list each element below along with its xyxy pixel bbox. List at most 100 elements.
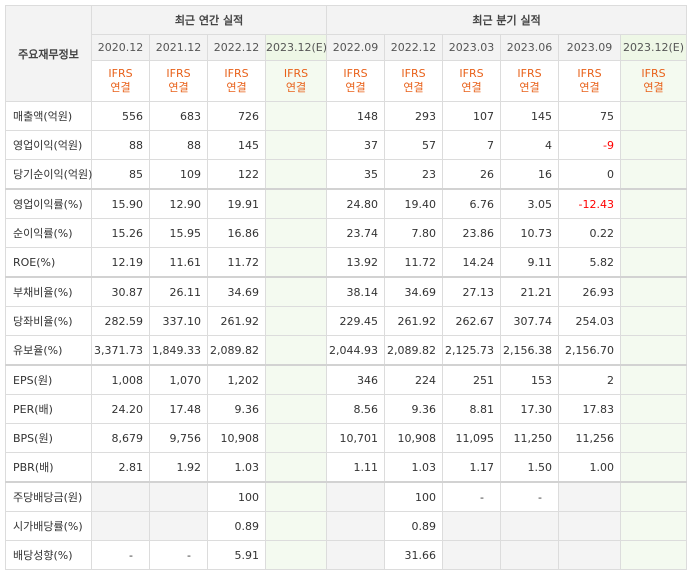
- row-label: 시가배당률(%): [5, 511, 92, 541]
- value-cell: 14.24: [442, 247, 502, 278]
- value-cell: 9,756: [149, 423, 208, 453]
- table-row: 주당배당금(원) 100 100- -: [5, 481, 688, 512]
- value-cell: 1.03: [384, 452, 444, 483]
- estimate-cell: [264, 101, 328, 131]
- value-cell: -: [500, 481, 560, 512]
- value-cell: -: [442, 481, 502, 512]
- value-cell: 27.13: [442, 276, 502, 307]
- value-cell: 251: [442, 364, 502, 395]
- value-cell: 145: [500, 101, 560, 131]
- row-label: ROE(%): [5, 247, 92, 278]
- ifrs-badge: IFRS 연결: [384, 60, 444, 102]
- estimate-cell: [620, 247, 688, 278]
- value-cell: [442, 511, 502, 541]
- value-cell: 0: [558, 159, 622, 190]
- value-cell: 6.76: [442, 188, 502, 219]
- period-annual: 2021.12: [149, 34, 208, 61]
- value-cell: -: [91, 540, 150, 570]
- value-cell: 26.93: [558, 276, 622, 307]
- value-cell: 224: [384, 364, 444, 395]
- row-label: 매출액(억원): [5, 101, 92, 131]
- value-cell: 1.50: [500, 452, 560, 483]
- row-label-header: 주요재무정보: [5, 5, 92, 102]
- table-row: 시가배당률(%) 0.89 0.89: [5, 511, 688, 541]
- ifrs-badge: IFRS 연결: [442, 60, 502, 102]
- value-cell: 10.73: [500, 218, 560, 248]
- estimate-cell: [620, 364, 688, 395]
- value-cell: 261.92: [384, 306, 444, 336]
- value-cell: 16: [500, 159, 560, 190]
- value-cell: 262.67: [442, 306, 502, 336]
- value-cell: 37: [326, 130, 386, 160]
- value-cell: 11.61: [149, 247, 208, 278]
- row-label: 당기순이익(억원): [5, 159, 92, 190]
- table-row: 당기순이익(억원) 85 109 122 35 23 26 16 0: [5, 159, 688, 190]
- value-cell: 2.81: [91, 452, 150, 483]
- estimate-cell: [264, 188, 328, 219]
- table-row: 순이익률(%) 15.26 15.95 16.86 23.74 7.80 23.86 10.7…: [5, 218, 688, 248]
- value-cell: 12.90: [149, 188, 208, 219]
- value-cell: [558, 481, 622, 512]
- estimate-cell: [264, 218, 328, 248]
- estimate-cell: [620, 218, 688, 248]
- value-cell: 16.86: [207, 218, 266, 248]
- estimate-cell: [264, 364, 328, 395]
- value-cell: 2,156.70: [558, 335, 622, 366]
- value-cell: 88: [91, 130, 150, 160]
- value-cell: 282.59: [91, 306, 150, 336]
- estimate-cell: [620, 276, 688, 307]
- period-annual-estimate: 2023.12(E): [264, 34, 327, 61]
- value-cell: 23.86: [442, 218, 502, 248]
- value-cell: 2,156.38: [500, 335, 560, 366]
- value-cell: 11.72: [384, 247, 444, 278]
- row-label: BPS(원): [5, 423, 92, 453]
- row-label: 영업이익률(%): [5, 188, 92, 219]
- row-label: PBR(배): [5, 452, 92, 483]
- value-cell: 15.90: [91, 188, 150, 219]
- value-cell: 5.82: [558, 247, 622, 278]
- table-row: 부채비율(%) 30.87 26.11 34.69 38.14 34.69 27.13 21.…: [5, 276, 688, 307]
- row-label: PER(배): [5, 394, 92, 424]
- estimate-cell: [264, 159, 328, 190]
- value-cell: 0.89: [207, 511, 266, 541]
- estimate-cell: [620, 101, 688, 131]
- value-cell: 10,908: [207, 423, 266, 453]
- value-cell: 17.30: [500, 394, 560, 424]
- value-cell: 8.56: [326, 394, 386, 424]
- value-cell: [558, 540, 622, 570]
- table-row: BPS(원) 8,679 9,756 10,908 10,701 10,908 11,095…: [5, 423, 688, 453]
- value-cell: 24.80: [326, 188, 386, 219]
- period-quarter: 2023.03: [442, 34, 502, 61]
- value-cell: 0.89: [384, 511, 444, 541]
- row-label: 순이익률(%): [5, 218, 92, 248]
- estimate-cell: [264, 423, 328, 453]
- estimate-cell: [620, 130, 688, 160]
- value-cell: 17.83: [558, 394, 622, 424]
- value-cell: [500, 540, 560, 570]
- value-cell: 2,089.82: [384, 335, 444, 366]
- value-cell: -9: [558, 130, 622, 160]
- value-cell: [326, 511, 386, 541]
- row-label: 배당성향(%): [5, 540, 92, 570]
- estimate-cell: [620, 159, 688, 190]
- value-cell: 31.66: [384, 540, 444, 570]
- value-cell: 2,125.73: [442, 335, 502, 366]
- table-row: 영업이익률(%) 15.90 12.90 19.91 24.80 19.40 6.76 3.0…: [5, 188, 688, 219]
- value-cell: [500, 511, 560, 541]
- value-cell: 1,008: [91, 364, 150, 395]
- estimate-cell: [264, 306, 328, 336]
- estimate-cell: [264, 130, 328, 160]
- value-cell: -: [149, 540, 208, 570]
- value-cell: 307.74: [500, 306, 560, 336]
- value-cell: 100: [207, 481, 266, 512]
- value-cell: 4: [500, 130, 560, 160]
- value-cell: [149, 481, 208, 512]
- value-cell: 35: [326, 159, 386, 190]
- estimate-cell: [264, 540, 328, 570]
- value-cell: 293: [384, 101, 444, 131]
- value-cell: 23.74: [326, 218, 386, 248]
- annual-group-header: 최근 연간 실적: [90, 5, 328, 35]
- row-label: 주당배당금(원): [5, 481, 92, 512]
- value-cell: [91, 511, 150, 541]
- value-cell: 337.10: [149, 306, 208, 336]
